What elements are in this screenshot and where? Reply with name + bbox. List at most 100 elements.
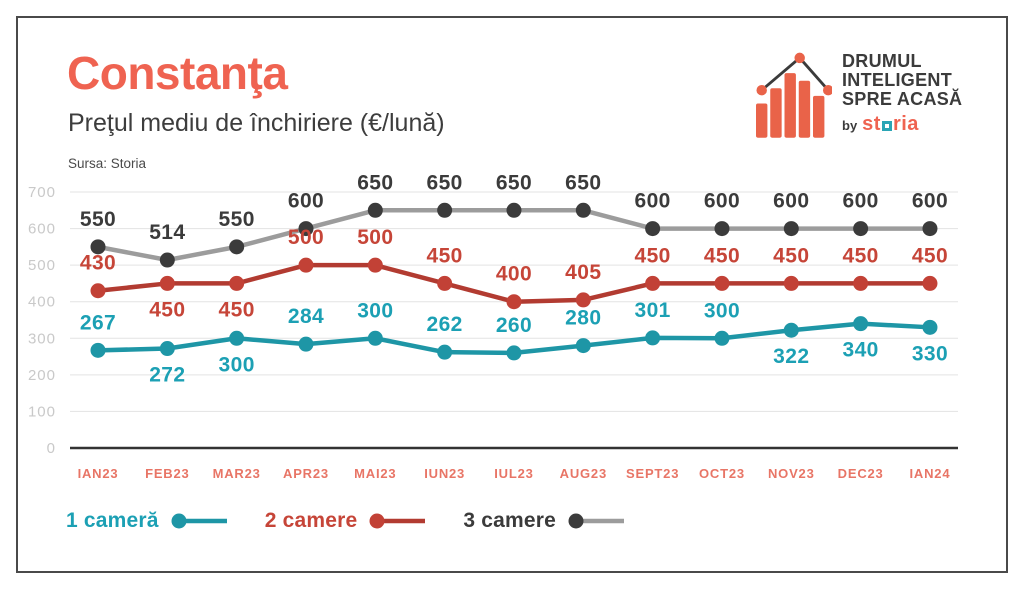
value-label: 650	[427, 171, 463, 194]
logo-by-label: by	[842, 118, 858, 133]
logo-text-line3: SPRE ACASĂ	[842, 89, 963, 109]
x-tick-label: DEC23	[838, 466, 884, 481]
x-tick-label: IAN24	[910, 466, 951, 481]
data-point	[229, 330, 245, 346]
legend-item: 3 camere	[463, 509, 626, 533]
value-label: 450	[912, 244, 948, 267]
value-label: 600	[773, 190, 809, 213]
data-point	[506, 345, 522, 361]
card-border	[16, 16, 1008, 573]
value-label: 450	[704, 244, 740, 267]
value-label: 450	[219, 298, 255, 321]
page-title: Constanţa	[67, 47, 288, 99]
x-tick-label: IAN23	[78, 466, 119, 481]
value-label: 450	[773, 244, 809, 267]
value-label: 430	[80, 252, 116, 275]
data-point	[922, 221, 938, 237]
y-tick-label: 500	[28, 257, 56, 274]
y-tick-label: 100	[28, 403, 56, 420]
x-tick-label: MAR23	[213, 466, 261, 481]
legend-marker-icon	[171, 513, 227, 529]
data-point	[645, 275, 661, 291]
legend-label: 1 cameră	[66, 509, 159, 532]
data-point	[575, 338, 591, 354]
data-point	[714, 275, 730, 291]
x-tick-label: AUG23	[560, 466, 607, 481]
value-label: 600	[912, 190, 948, 213]
value-label: 450	[635, 244, 671, 267]
legend-label: 2 camere	[264, 509, 358, 532]
value-label: 500	[288, 226, 324, 249]
value-label: 300	[704, 299, 740, 322]
value-label: 340	[843, 339, 879, 362]
data-point	[298, 336, 314, 352]
value-label: 600	[843, 190, 879, 213]
legend-marker-icon	[369, 513, 426, 529]
data-point	[783, 221, 799, 237]
data-point	[90, 283, 106, 299]
value-label: 267	[80, 311, 116, 334]
data-point	[367, 202, 383, 218]
value-label: 322	[773, 345, 809, 368]
data-point	[437, 202, 453, 218]
x-tick-label: IUL23	[494, 466, 533, 481]
value-label: 450	[843, 244, 879, 267]
legend-item: 1 cameră	[66, 509, 229, 533]
data-point	[783, 275, 799, 291]
value-label: 650	[565, 171, 601, 194]
value-label: 262	[427, 313, 463, 336]
data-point	[90, 342, 106, 358]
legend-item: 2 camere	[265, 509, 428, 533]
data-point	[714, 221, 730, 237]
x-tick-label: APR23	[283, 466, 329, 481]
value-label: 272	[149, 364, 185, 387]
x-tick-label: IUN23	[424, 466, 465, 481]
data-point	[506, 202, 522, 218]
data-point	[90, 239, 106, 255]
value-label: 260	[496, 314, 532, 337]
y-tick-label: 600	[28, 221, 56, 238]
data-point	[159, 252, 175, 268]
x-tick-label: MAI23	[354, 466, 396, 481]
data-point	[367, 257, 383, 273]
legend-marker-icon	[568, 513, 625, 529]
x-tick-label: OCT23	[699, 466, 745, 481]
data-point	[298, 257, 314, 273]
storia-logo: DRUMUL INTELIGENT SPRE ACASĂ by st ria	[842, 52, 962, 136]
x-tick-label: SEPT23	[626, 466, 679, 481]
value-label: 300	[219, 353, 255, 376]
data-point	[714, 330, 730, 346]
value-label: 300	[357, 299, 393, 322]
storia-wordmark: st ria	[862, 113, 919, 135]
data-point	[575, 292, 591, 308]
value-label: 600	[635, 190, 671, 213]
page-subtitle: Preţul mediu de închiriere (€/lună)	[68, 109, 445, 137]
data-point	[229, 239, 245, 255]
logo-text-line2: INTELIGENT	[842, 70, 952, 90]
y-tick-label: 400	[28, 294, 56, 311]
data-point	[575, 202, 591, 218]
source-label: Sursa: Storia	[68, 156, 147, 171]
value-label: 650	[357, 171, 393, 194]
data-point	[367, 330, 383, 346]
value-label: 514	[149, 221, 185, 244]
chart-legend: 1 cameră 2 camere 3 camere	[66, 509, 626, 533]
legend-label: 3 camere	[463, 509, 557, 532]
data-point	[853, 221, 869, 237]
data-point	[506, 294, 522, 310]
value-label: 330	[912, 342, 948, 365]
data-point	[159, 275, 175, 291]
y-tick-label: 200	[28, 367, 56, 384]
value-label: 284	[288, 305, 324, 328]
data-point	[159, 341, 175, 357]
value-label: 550	[219, 208, 255, 231]
data-point	[922, 319, 938, 335]
data-point	[229, 275, 245, 291]
y-tick-label: 700	[28, 184, 56, 201]
value-label: 550	[80, 208, 116, 231]
data-point	[853, 275, 869, 291]
data-point	[853, 316, 869, 332]
value-label: 400	[496, 263, 532, 286]
